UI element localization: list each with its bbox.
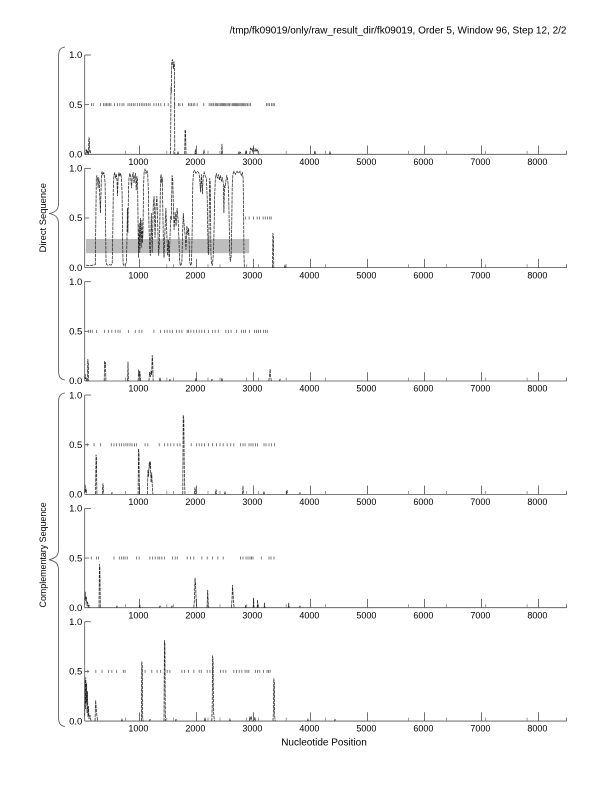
svg-text:0.0: 0.0 (69, 150, 82, 161)
svg-text:1000: 1000 (128, 610, 148, 620)
svg-text:6000: 6000 (413, 157, 433, 167)
svg-text:3000: 3000 (242, 724, 262, 734)
svg-text:3000: 3000 (242, 610, 262, 620)
svg-text:1.0: 1.0 (69, 277, 82, 288)
svg-text:5000: 5000 (356, 270, 376, 280)
svg-text:8000: 8000 (527, 270, 547, 280)
svg-text:6000: 6000 (413, 270, 433, 280)
svg-text:2000: 2000 (185, 497, 205, 507)
svg-text:3000: 3000 (242, 157, 262, 167)
svg-text:6000: 6000 (413, 610, 433, 620)
svg-text:1000: 1000 (128, 157, 148, 167)
svg-text:1000: 1000 (128, 497, 148, 507)
svg-text:5000: 5000 (356, 157, 376, 167)
svg-text:0.5: 0.5 (69, 553, 82, 564)
svg-text:0.5: 0.5 (69, 440, 82, 451)
svg-text:2000: 2000 (185, 724, 205, 734)
svg-text:2000: 2000 (185, 384, 205, 394)
svg-text:Nucleotide Position: Nucleotide Position (281, 738, 367, 749)
svg-text:0.0: 0.0 (69, 490, 82, 501)
svg-text:Direct Sequence: Direct Sequence (37, 183, 48, 252)
svg-text:1000: 1000 (128, 270, 148, 280)
svg-text:2000: 2000 (185, 157, 205, 167)
svg-text:1000: 1000 (128, 724, 148, 734)
svg-text:4000: 4000 (299, 497, 319, 507)
svg-text:7000: 7000 (470, 157, 490, 167)
svg-text:2000: 2000 (185, 610, 205, 620)
svg-text:7000: 7000 (470, 724, 490, 734)
svg-text:7000: 7000 (470, 497, 490, 507)
svg-text:1000: 1000 (128, 384, 148, 394)
svg-text:4000: 4000 (299, 157, 319, 167)
svg-text:1.0: 1.0 (69, 50, 82, 61)
svg-text:6000: 6000 (413, 497, 433, 507)
svg-text:0.0: 0.0 (69, 376, 82, 387)
svg-text:4000: 4000 (299, 270, 319, 280)
svg-text:7000: 7000 (470, 270, 490, 280)
svg-text:5000: 5000 (356, 384, 376, 394)
svg-text:8000: 8000 (527, 384, 547, 394)
svg-text:0.0: 0.0 (69, 716, 82, 727)
svg-text:4000: 4000 (299, 610, 319, 620)
svg-text:4000: 4000 (299, 724, 319, 734)
svg-text:7000: 7000 (470, 610, 490, 620)
svg-text:/tmp/fk09019/only/raw_result_d: /tmp/fk09019/only/raw_result_dir/fk09019… (230, 26, 567, 37)
svg-text:1.0: 1.0 (69, 164, 82, 175)
svg-text:3000: 3000 (242, 497, 262, 507)
svg-text:7000: 7000 (470, 384, 490, 394)
svg-text:3000: 3000 (242, 270, 262, 280)
svg-text:4000: 4000 (299, 384, 319, 394)
svg-text:Complementary Sequence: Complementary Sequence (38, 502, 48, 607)
svg-text:6000: 6000 (413, 384, 433, 394)
svg-text:8000: 8000 (527, 610, 547, 620)
svg-text:6000: 6000 (413, 724, 433, 734)
svg-text:8000: 8000 (527, 497, 547, 507)
svg-text:1.0: 1.0 (69, 390, 82, 401)
svg-text:2000: 2000 (185, 270, 205, 280)
svg-text:0.5: 0.5 (69, 667, 82, 678)
svg-text:0.0: 0.0 (69, 263, 82, 274)
svg-text:0.5: 0.5 (69, 213, 82, 224)
svg-text:8000: 8000 (527, 724, 547, 734)
svg-text:8000: 8000 (527, 157, 547, 167)
svg-text:5000: 5000 (356, 497, 376, 507)
svg-text:0.5: 0.5 (69, 100, 82, 111)
svg-text:0.0: 0.0 (69, 603, 82, 614)
svg-text:1.0: 1.0 (69, 617, 82, 628)
svg-text:1.0: 1.0 (69, 504, 82, 515)
svg-text:5000: 5000 (356, 724, 376, 734)
svg-text:3000: 3000 (242, 384, 262, 394)
svg-text:5000: 5000 (356, 610, 376, 620)
svg-text:0.5: 0.5 (69, 327, 82, 338)
